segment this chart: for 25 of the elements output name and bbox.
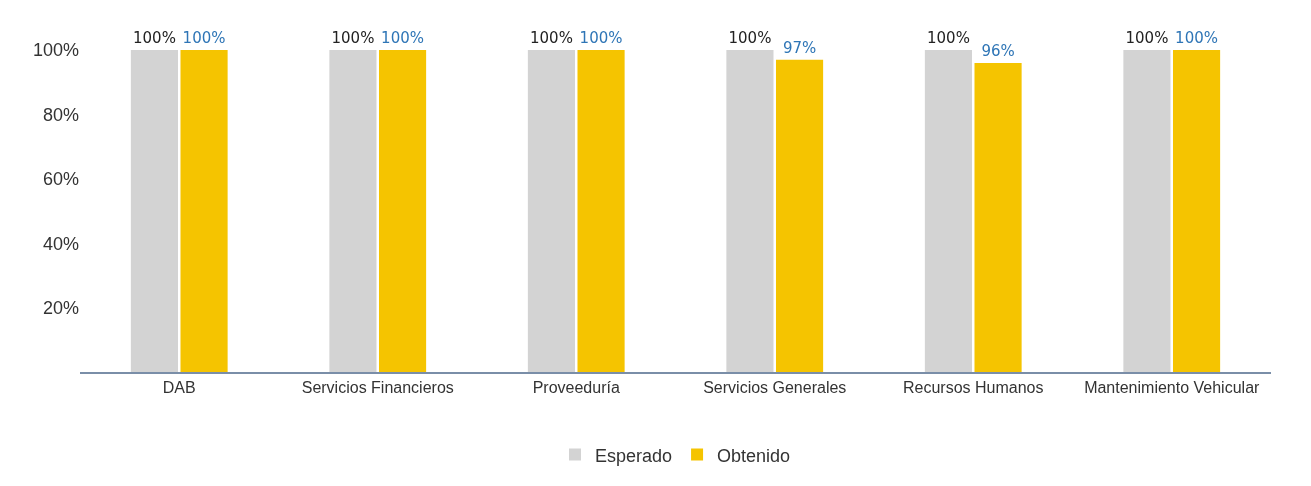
data-label: 100% bbox=[182, 29, 226, 47]
y-tick-label: 100% bbox=[32, 40, 79, 61]
x-tick-label: DAB bbox=[162, 379, 196, 397]
x-tick-label: Proveeduría bbox=[532, 379, 620, 397]
y-tick-label: 40% bbox=[42, 233, 79, 254]
y-tick-label: 80% bbox=[42, 104, 79, 125]
x-tick-label: Servicios Financieros bbox=[301, 379, 454, 397]
data-label: 100% bbox=[132, 29, 176, 47]
data-label: 100% bbox=[1125, 29, 1169, 47]
y-tick-label: 60% bbox=[42, 169, 79, 190]
x-tick-label: Recursos Humanos bbox=[903, 379, 1044, 397]
legend-label: Esperado bbox=[595, 445, 673, 466]
data-label: 97% bbox=[782, 38, 817, 57]
data-label: 100% bbox=[381, 29, 425, 47]
data-label: 100% bbox=[728, 29, 772, 47]
data-label: 100% bbox=[1175, 29, 1219, 47]
data-label: 100% bbox=[579, 29, 623, 47]
x-tick-label: Mantenimiento Vehicular bbox=[1084, 379, 1261, 397]
data-label: 100% bbox=[529, 29, 573, 47]
data-label: 100% bbox=[331, 29, 375, 47]
data-label: 96% bbox=[981, 41, 1015, 60]
legend-label: Obtenido bbox=[717, 445, 791, 466]
data-label: 100% bbox=[926, 29, 970, 47]
y-tick-label: 20% bbox=[42, 297, 79, 318]
x-tick-label: Servicios Generales bbox=[703, 379, 847, 397]
